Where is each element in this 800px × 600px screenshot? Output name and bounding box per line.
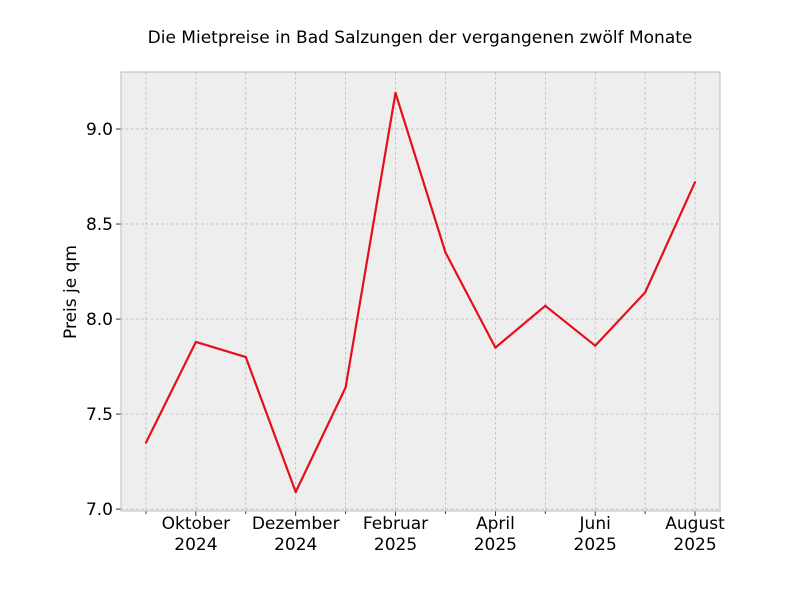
- x-tick-label-year: 2024: [274, 535, 317, 555]
- data-point: [244, 355, 247, 359]
- y-tick-label: 7.0: [86, 500, 113, 520]
- x-tick-label-month: Februar: [363, 514, 428, 534]
- x-tick-label-year: 2025: [474, 535, 517, 555]
- x-tick-label: Oktober 2024: [162, 514, 231, 555]
- data-point: [344, 386, 347, 389]
- x-tick-label-year: 2025: [673, 535, 716, 555]
- x-tick-label-year: 2024: [174, 535, 217, 555]
- y-tick-label: 8.5: [86, 215, 113, 235]
- data-point: [494, 346, 497, 349]
- data-point: [194, 340, 197, 343]
- y-tick-label: 7.5: [86, 405, 113, 425]
- grid-lines: [121, 72, 720, 511]
- data-point: [444, 251, 447, 254]
- x-tick-label-month: Dezember: [252, 514, 340, 534]
- data-point: [294, 490, 297, 494]
- x-tick-label-month: August: [665, 514, 725, 534]
- chart-title: Die Mietpreise in Bad Salzungen der verg…: [148, 28, 693, 48]
- plot-frame: [120, 71, 721, 512]
- series-line: [145, 91, 697, 494]
- series-group: [144, 91, 697, 494]
- x-tick-label-month: Oktober: [162, 514, 231, 534]
- x-tick-label-year: 2025: [574, 535, 617, 555]
- data-point: [693, 181, 697, 184]
- x-tick-label-year: 2025: [374, 535, 417, 555]
- data-point: [394, 91, 397, 95]
- x-tick-label: April 2025: [474, 514, 517, 555]
- y-axis-label: Preis je qm: [61, 245, 81, 339]
- plot-area: [121, 72, 720, 511]
- y-tick-label: 9.0: [86, 120, 113, 140]
- data-point: [544, 304, 547, 307]
- x-tick-label-month: April: [476, 514, 515, 534]
- x-tick-label: Dezember 2024: [252, 514, 340, 555]
- data-point: [144, 441, 148, 444]
- x-tick-label: Juni 2025: [574, 514, 617, 555]
- data-point: [644, 291, 647, 294]
- x-tick-label: Februar 2025: [363, 514, 428, 555]
- y-axis: 7.0 7.5 8.0 8.5 9.0: [86, 120, 121, 520]
- y-tick-label: 8.0: [86, 310, 113, 330]
- x-tick-label: August 2025: [665, 514, 725, 555]
- data-point: [594, 344, 597, 347]
- x-tick-label-month: Juni: [579, 514, 611, 534]
